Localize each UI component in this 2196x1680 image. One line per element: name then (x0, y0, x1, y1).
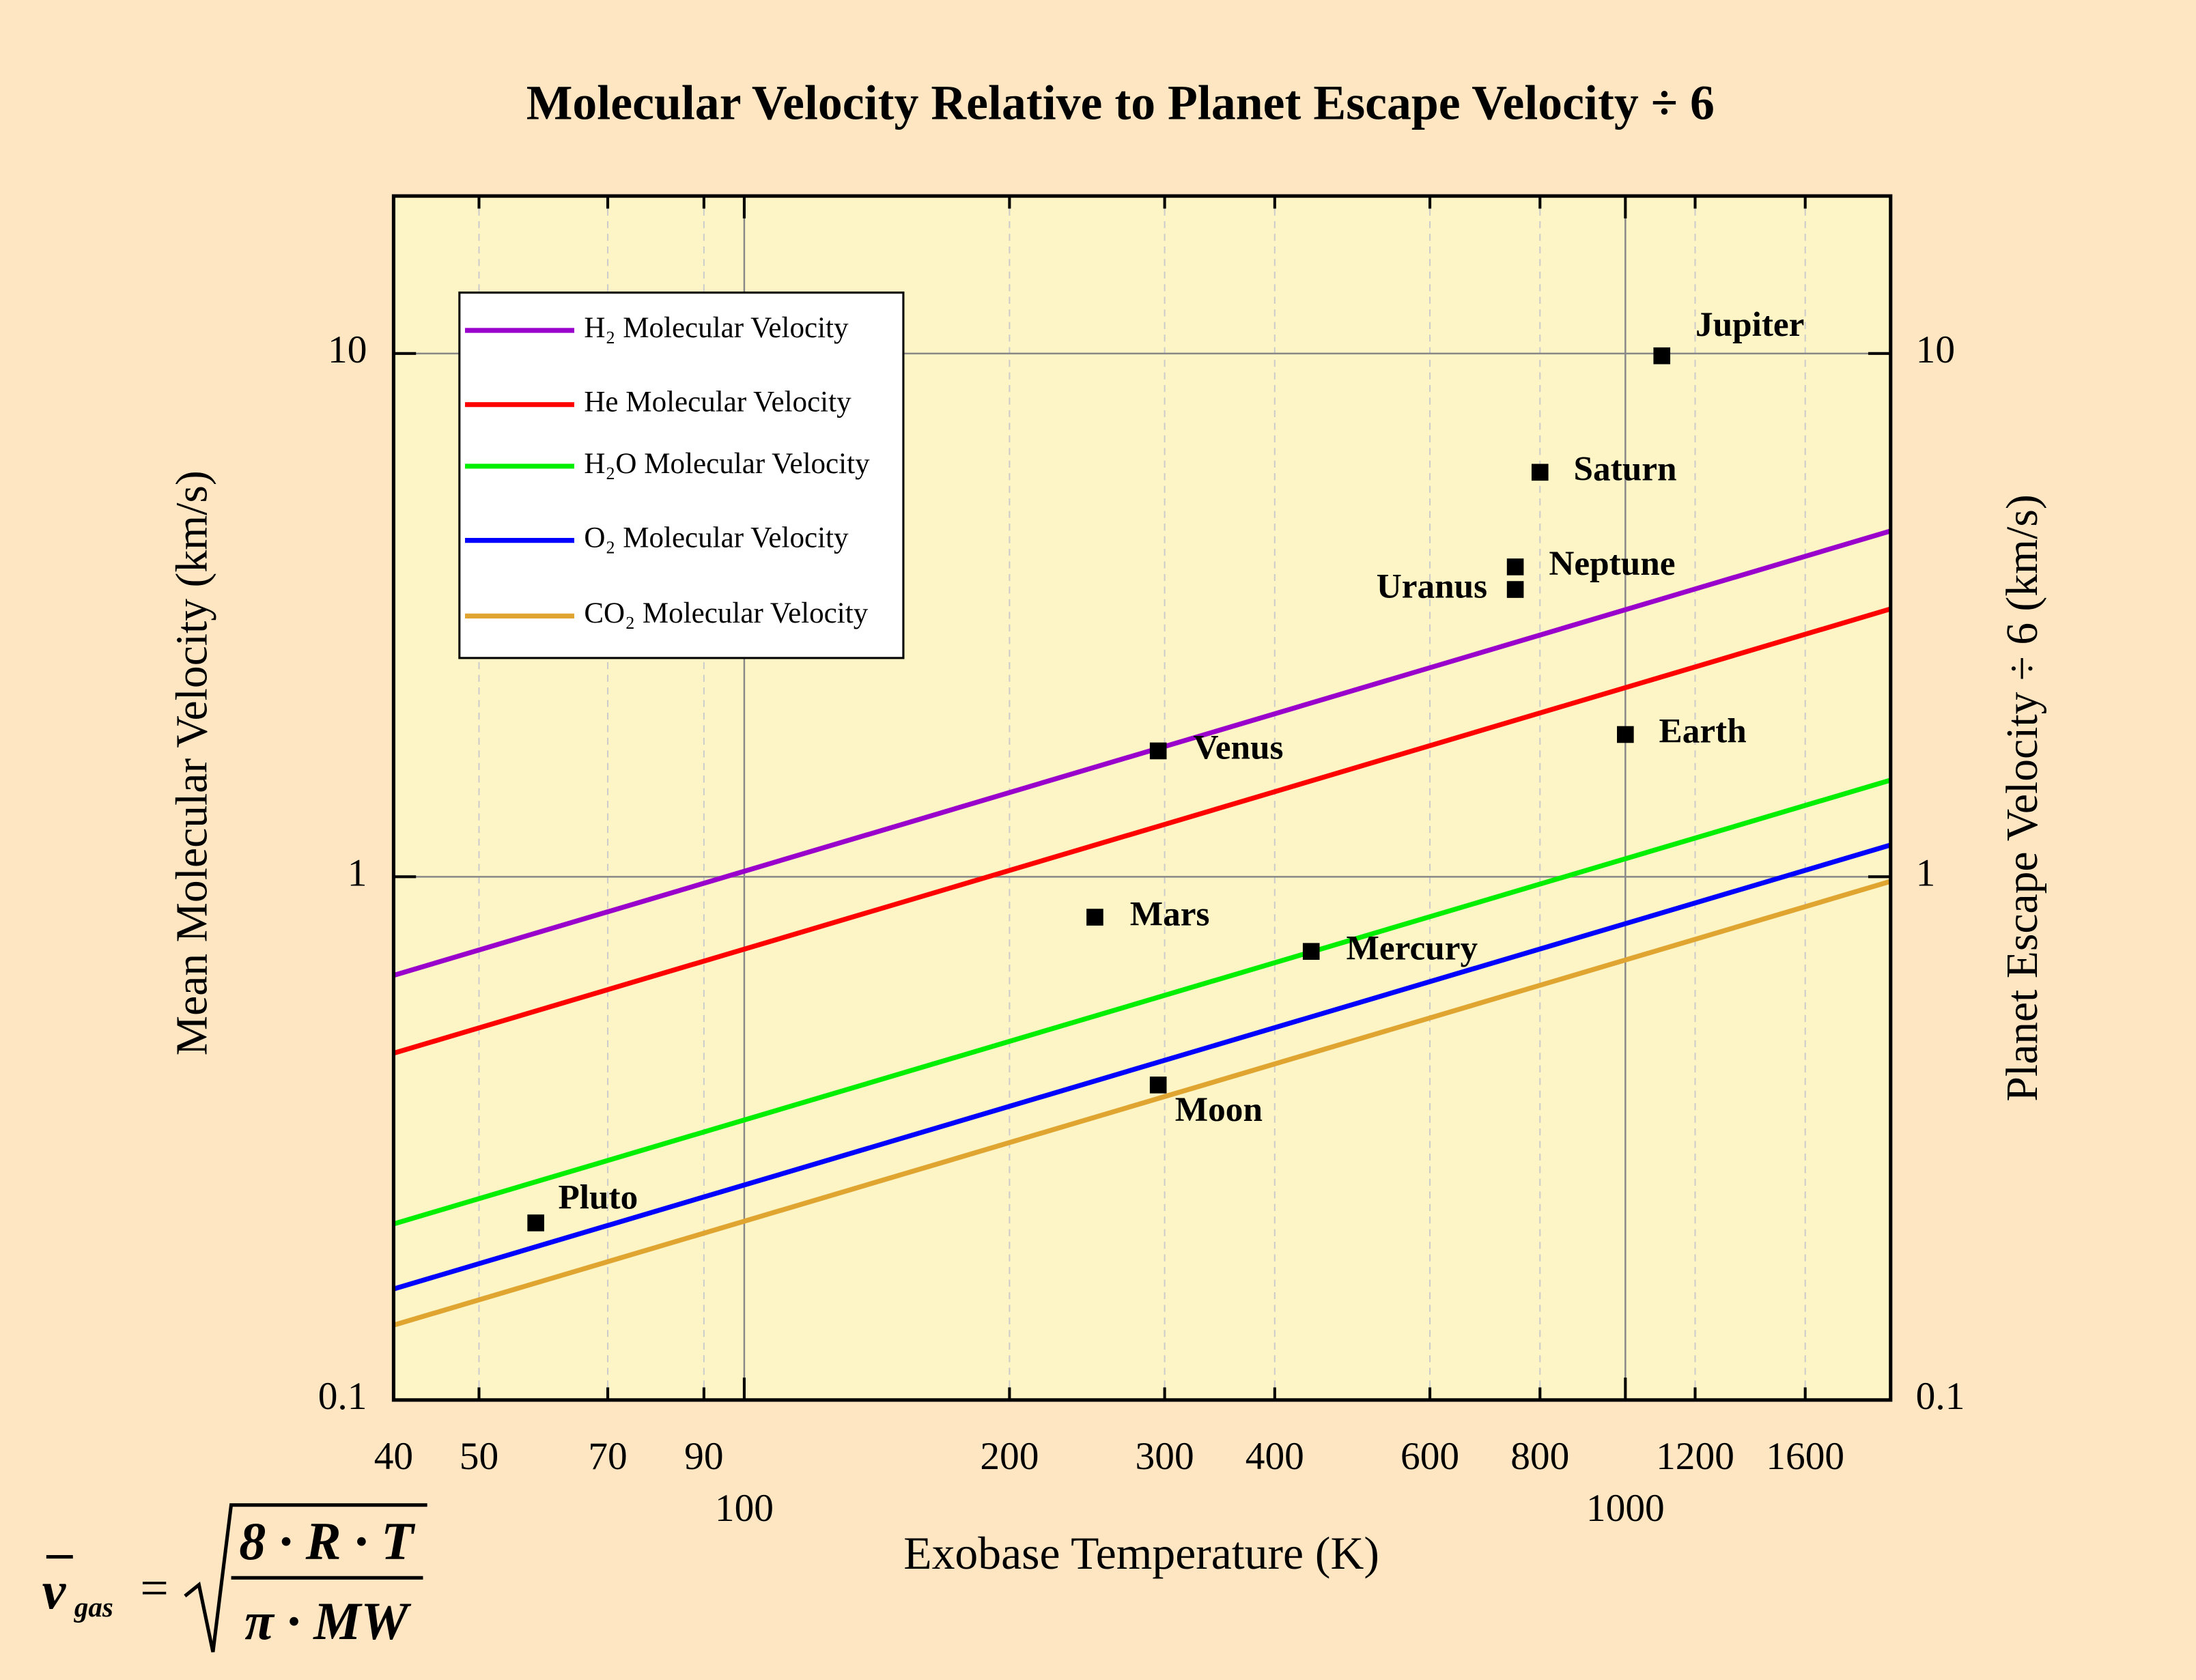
planet-point (1506, 581, 1524, 598)
x-tick-label: 100 (715, 1487, 774, 1530)
y-tick-label: 1 (348, 852, 367, 895)
legend-label: H₂O Molecular Velocity (584, 448, 870, 480)
y2-axis-label: Planet Escape Velocity ÷ 6 (km/s) (1998, 494, 2047, 1101)
x-tick-label: 1200 (1656, 1435, 1734, 1478)
legend-label: H₂ Molecular Velocity (584, 312, 849, 344)
planet-point (1149, 1077, 1167, 1094)
legend-label: CO₂ Molecular Velocity (584, 597, 868, 629)
formula-subscript: gas (74, 1591, 113, 1623)
planet-label: Uranus (1377, 567, 1487, 606)
x-tick-label: 200 (980, 1435, 1039, 1478)
x-tick-label: 600 (1400, 1435, 1459, 1478)
planet-label: Saturn (1573, 450, 1676, 489)
planet-label: Moon (1175, 1090, 1263, 1129)
x-tick-label: 50 (460, 1435, 498, 1478)
x-tick-label: 1600 (1766, 1435, 1844, 1478)
x-tick-label: 40 (374, 1435, 413, 1478)
formula-equals: = (140, 1560, 169, 1616)
planet-point (1086, 909, 1103, 926)
x-tick-label: 90 (684, 1435, 723, 1478)
x-axis-label: Exobase Temperature (K) (903, 1528, 1379, 1579)
legend-label: He Molecular Velocity (584, 386, 851, 418)
formula-denominator: π · MW (244, 1592, 411, 1651)
x-tick-label: 70 (588, 1435, 627, 1478)
formula: v gas = 8 · R · T π · MW (42, 1503, 427, 1653)
planet-point (527, 1214, 544, 1231)
planet-point (1531, 464, 1549, 481)
planet-label: Pluto (558, 1178, 638, 1216)
planet-label: Jupiter (1695, 305, 1804, 344)
x-tick-label: 400 (1245, 1435, 1304, 1478)
planet-point (1302, 943, 1320, 960)
planet-label: Venus (1193, 728, 1283, 767)
formula-numerator: 8 · R · T (239, 1512, 416, 1571)
y-axis-label: Mean Molecular Velocity (km/s) (167, 470, 216, 1055)
series-line (393, 879, 1891, 1328)
x-tick-label: 300 (1136, 1435, 1194, 1478)
y-tick-label: 10 (328, 328, 367, 371)
planet-point (1149, 742, 1167, 760)
planet-label: Neptune (1549, 544, 1675, 583)
sqrt-sign (184, 1503, 427, 1653)
planet-label: Earth (1659, 712, 1747, 751)
planet-label: Mars (1130, 894, 1210, 933)
series-line (393, 778, 1891, 1227)
planet-label: Mercury (1347, 928, 1478, 967)
y2-tick-label: 1 (1916, 852, 1936, 895)
y2-tick-label: 0.1 (1916, 1375, 1965, 1418)
marks: 40 50 70 90 100 200 300 400 600 800 1000 1200 1600 0.… (318, 196, 1965, 1530)
plot-frame (391, 194, 1893, 1402)
legend-box (458, 291, 905, 659)
formula-lhs: v (42, 1561, 67, 1620)
lines (393, 528, 1891, 1328)
planet-point (1506, 558, 1524, 575)
series-line (393, 528, 1891, 978)
planet-point (1617, 726, 1634, 743)
series-line (393, 606, 1891, 1056)
legend-label: O₂ Molecular Velocity (584, 522, 849, 554)
chart-title: Molecular Velocity Relative to Planet Es… (526, 75, 1715, 130)
y-tick-label: 0.1 (318, 1375, 367, 1418)
series-line (393, 842, 1891, 1292)
x-tick-label: 800 (1510, 1435, 1569, 1478)
x-tick-label: 1000 (1586, 1487, 1665, 1530)
planet-point (1653, 347, 1671, 365)
y2-tick-label: 10 (1916, 328, 1955, 371)
